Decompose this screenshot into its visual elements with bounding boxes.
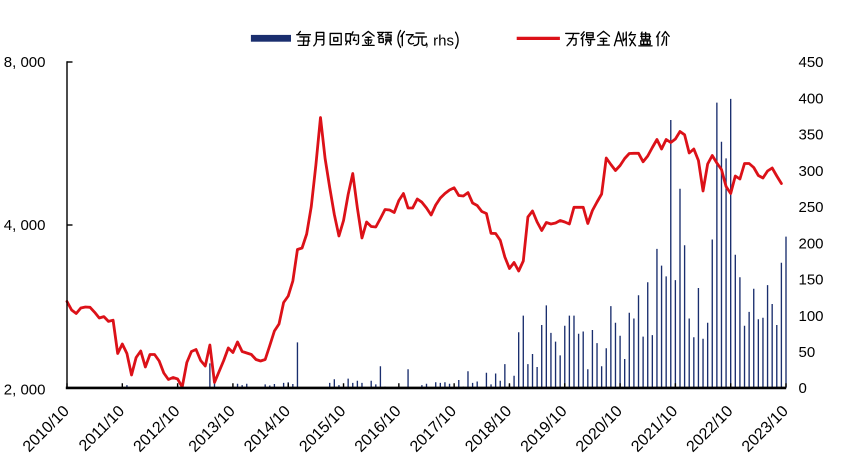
svg-text:, rhs: , rhs (425, 33, 454, 50)
svg-text:0: 0 (799, 380, 807, 397)
svg-text:350: 350 (799, 127, 824, 144)
svg-text:150: 150 (799, 272, 824, 289)
svg-text:50: 50 (799, 344, 816, 361)
svg-text:200: 200 (799, 235, 824, 252)
svg-text:8, 000: 8, 000 (4, 54, 46, 71)
svg-text:2, 000: 2, 000 (4, 381, 46, 398)
svg-text:400: 400 (799, 90, 824, 107)
svg-text:250: 250 (799, 199, 824, 216)
svg-text:450: 450 (799, 54, 824, 71)
svg-text:300: 300 (799, 163, 824, 180)
svg-text:100: 100 (799, 308, 824, 325)
svg-text:4, 000: 4, 000 (4, 217, 46, 234)
